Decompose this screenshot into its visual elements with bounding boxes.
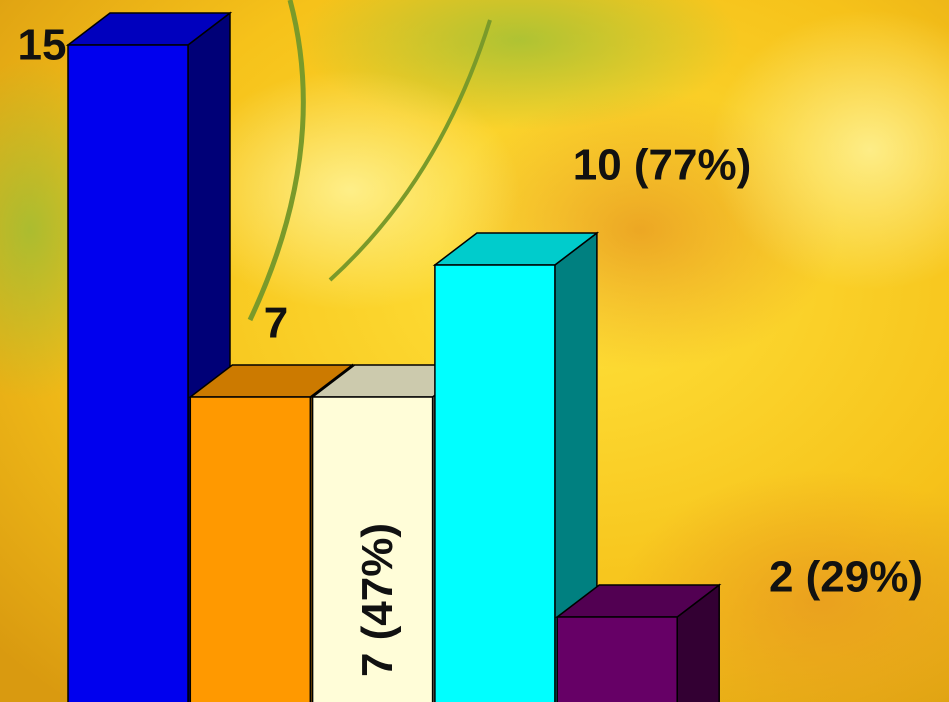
background-stem (328, 19, 492, 282)
background-light (180, 70, 520, 310)
bar (434, 264, 556, 702)
bar (67, 44, 189, 702)
bar (311, 396, 434, 702)
value-label: 2 (29%) (769, 553, 923, 602)
background-light (710, 10, 949, 290)
value-label: 7 (47%) (353, 523, 402, 677)
bar (189, 396, 312, 702)
bar (556, 616, 678, 702)
value-label: 15 (18, 21, 67, 70)
value-label: 7 (264, 299, 288, 348)
background-stem (247, 0, 306, 322)
value-label: 10 (77%) (573, 141, 752, 190)
